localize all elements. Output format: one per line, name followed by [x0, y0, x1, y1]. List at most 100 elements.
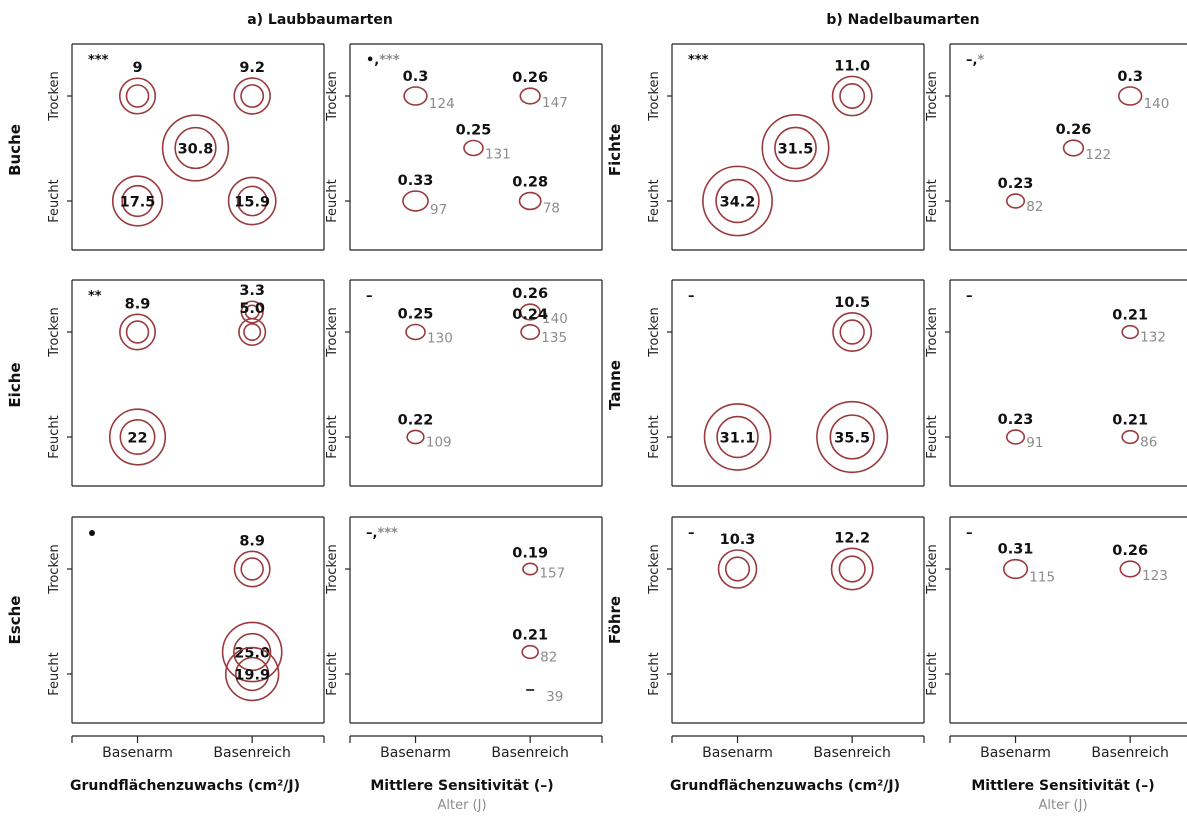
eiche-growth-point-3-value-label: 5.0: [239, 301, 265, 317]
fichte-growth-point-1-inner-circle: [774, 126, 817, 170]
fichte-sensitivity-point-2-ellipse: [1117, 86, 1143, 106]
esche-growth-point-0-value-label: 8.9: [239, 533, 265, 549]
buche-growth-point-0-outer-circle: [118, 77, 157, 115]
tanne-growth-point-2-inner-circle: [829, 414, 875, 460]
foehre-sensitivity-point-1-age-label: 123: [1142, 568, 1168, 584]
y-tick-label-feucht: Feucht: [325, 179, 340, 223]
esche-sensitivity-point-0-value-label: 0.19: [512, 545, 548, 561]
y-tick-label-trocken: Trocken: [925, 71, 940, 122]
eiche-growth-point-0-value-label: 8.9: [125, 296, 151, 312]
esche-sensitivity-point-0-ellipse: [522, 562, 539, 576]
x-tick-label-basenarm: Basenarm: [980, 745, 1051, 761]
buche-sensitivity-point-3-value-label: 0.26: [512, 70, 548, 86]
row-label-esche: Esche: [6, 596, 24, 645]
fichte-growth-point-2-value-label: 11.0: [834, 58, 870, 74]
significance-label-foehre-sensitivity-0: –: [966, 526, 973, 541]
x-title-sensitivity-laub: Mittlere Sensitivität (–): [370, 778, 553, 794]
tanne-growth-point-0-outer-circle: [703, 403, 772, 471]
esche-sensitivity-point-1-age-label: 82: [540, 649, 557, 665]
foehre-growth-point-1-inner-circle: [838, 555, 866, 583]
significance-label-fichte-sensitivity-1: *: [977, 53, 984, 68]
y-tick-label-trocken: Trocken: [47, 71, 62, 122]
eiche-growth-point-1-value-label: 22: [127, 431, 147, 447]
fichte-sensitivity-point-1-ellipse: [1062, 139, 1085, 157]
esche-sensitivity-point-1-value-label: 0.21: [512, 628, 548, 644]
buche-growth-point-1-inner-circle: [121, 184, 154, 218]
significance-label-foehre-growth-0: –: [688, 526, 695, 541]
esche-growth-point-2-outer-circle: [224, 646, 280, 702]
x-tick-label-basenarm: Basenarm: [702, 745, 773, 761]
group-title-laubbaumarten: a) Laubbaumarten: [247, 12, 393, 28]
x-tick-label-basenreich: Basenreich: [491, 745, 569, 761]
eiche-sensitivity-point-0-age-label: 130: [427, 331, 453, 347]
panels: Trocken Feucht Trocken Feucht Trocken Feucht T…: [47, 43, 1187, 761]
buche-growth-point-4-inner-circle: [236, 185, 268, 217]
y-tick-label-feucht: Feucht: [925, 179, 940, 223]
x-subtitle-age-nadel: Alter (J): [1038, 798, 1087, 813]
eiche-sensitivity-point-3-ellipse: [520, 323, 541, 340]
x-tick-label-basenarm: Basenarm: [380, 745, 451, 761]
y-tick-label-trocken: Trocken: [647, 71, 662, 122]
y-tick-label-trocken: Trocken: [47, 307, 62, 358]
y-tick-label-trocken: Trocken: [325, 71, 340, 122]
y-tick-label-trocken: Trocken: [925, 544, 940, 595]
y-tick-label-trocken: Trocken: [925, 307, 940, 358]
esche-growth-point-0-outer-circle: [233, 550, 271, 588]
fichte-growth-point-2-outer-circle: [831, 75, 873, 117]
eiche-sensitivity-point-3-value-label: 0.24: [512, 307, 548, 323]
buche-sensitivity-point-2-ellipse: [463, 139, 484, 157]
esche-growth-point-2-inner-circle: [235, 656, 270, 692]
eiche-growth-point-2-outer-circle: [240, 300, 264, 324]
row-label-foehre: Föhre: [606, 596, 624, 644]
y-tick-label-feucht: Feucht: [647, 415, 662, 459]
eiche-sensitivity-point-2-ellipse: [519, 303, 541, 321]
tanne-sensitivity-point-0-age-label: 91: [1026, 435, 1043, 451]
significance-label-eiche-sensitivity-0: –: [366, 289, 373, 304]
y-tick-label-trocken: Trocken: [47, 544, 62, 595]
x-tick-label-basenreich: Basenreich: [813, 745, 891, 761]
x-tick-label-basenreich: Basenreich: [213, 745, 291, 761]
significance-label-tanne-growth-0: –: [688, 289, 695, 304]
significance-label-tanne-sensitivity-0: –: [966, 289, 973, 304]
eiche-growth-point-1-inner-circle: [119, 418, 156, 456]
x-tick-label-basenreich: Basenreich: [1091, 745, 1169, 761]
row-label-eiche: Eiche: [6, 362, 24, 407]
buche-growth-point-1-value-label: 17.5: [120, 195, 156, 211]
tanne-growth-point-0-value-label: 31.1: [720, 431, 756, 447]
y-tick-label-trocken: Trocken: [647, 307, 662, 358]
x-title-growth-nadel: Grundflächenzuwachs (cm²/J): [670, 778, 900, 794]
x-title-sensitivity-nadel: Mittlere Sensitivität (–): [971, 778, 1154, 794]
eiche-growth-point-2-value-label: 3.3: [239, 283, 265, 299]
foehre-growth-point-1-value-label: 12.2: [834, 530, 870, 546]
eiche-sensitivity-point-2-age-label: 140: [542, 311, 568, 327]
eiche-sensitivity-point-1-age-label: 109: [426, 435, 452, 451]
foehre-growth-point-1-outer-circle: [830, 547, 874, 591]
y-tick-label-feucht: Feucht: [325, 652, 340, 696]
buche-sensitivity-point-4-age-label: 78: [543, 200, 560, 216]
fichte-sensitivity-point-1-value-label: 0.26: [1056, 122, 1092, 138]
foehre-sensitivity-point-0-ellipse: [1002, 558, 1029, 580]
tanne-growth-point-1-inner-circle: [839, 319, 865, 345]
buche-sensitivity-point-0-ellipse: [403, 86, 428, 106]
buche-growth-point-4-outer-circle: [227, 176, 277, 226]
buche-sensitivity-point-2-age-label: 131: [485, 147, 511, 163]
fichte-growth-point-1-value-label: 31.5: [778, 142, 814, 158]
buche-growth-point-2-value-label: 30.8: [178, 142, 214, 158]
y-tick-label-feucht: Feucht: [647, 179, 662, 223]
tanne-sensitivity-point-1-ellipse: [1121, 324, 1139, 340]
eiche-growth-point-0-outer-circle: [119, 313, 156, 351]
y-tick-label-feucht: Feucht: [47, 179, 62, 223]
fichte-growth-point-0-inner-circle: [715, 178, 760, 224]
tanne-sensitivity-point-0-ellipse: [1005, 429, 1026, 445]
foehre-growth-point-0-inner-circle: [724, 556, 751, 582]
significance-label-esche-sensitivity-1: ***: [377, 526, 398, 541]
esche-growth-point-0-inner-circle: [240, 557, 264, 581]
eiche-growth-point-1-outer-circle: [108, 408, 167, 466]
eiche-growth-point-3-outer-circle: [238, 317, 267, 347]
y-tick-label-feucht: Feucht: [47, 652, 62, 696]
buche-growth-point-0-value-label: 9: [132, 60, 142, 76]
y-tick-label-feucht: Feucht: [647, 652, 662, 696]
significance-label-esche-sensitivity-0: –,: [366, 526, 377, 541]
eiche-sensitivity-point-0-value-label: 0.25: [398, 307, 434, 323]
